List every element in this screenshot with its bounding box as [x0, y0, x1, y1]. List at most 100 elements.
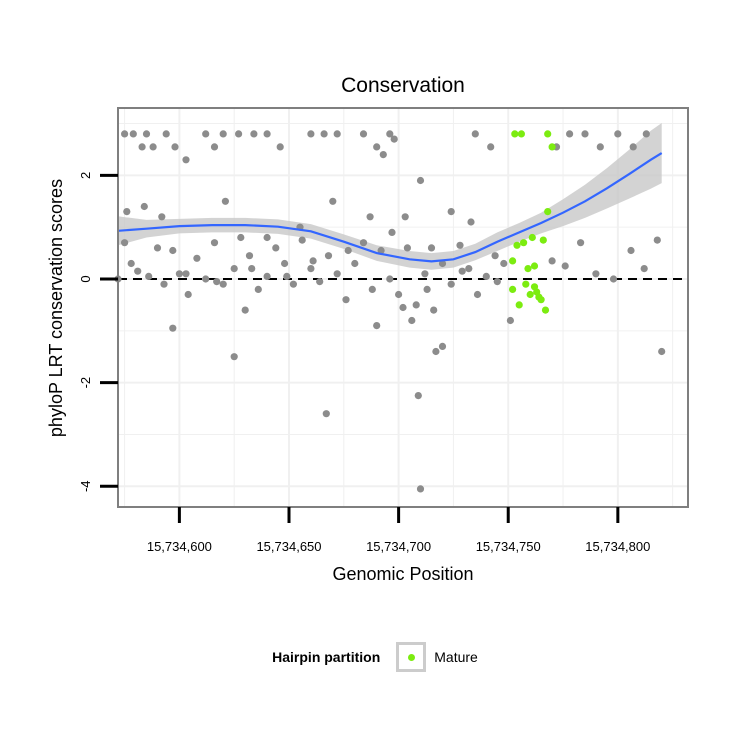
mature-point [533, 288, 541, 296]
legend-label: Mature [434, 649, 478, 665]
mature-point [530, 262, 539, 270]
other-point [596, 143, 604, 151]
other-point [438, 259, 447, 268]
other-point [592, 270, 600, 278]
other-point [629, 143, 637, 151]
other-point [487, 143, 495, 151]
other-point [465, 265, 473, 273]
other-point [272, 244, 280, 252]
other-point [506, 316, 514, 325]
other-point [447, 280, 455, 288]
x-axis-label: Genomic Position [332, 564, 473, 584]
other-point [175, 270, 183, 278]
other-point [140, 202, 148, 211]
other-point [329, 197, 337, 205]
confidence-ribbon [118, 123, 662, 270]
other-point [320, 130, 328, 138]
other-point [642, 130, 650, 138]
mature-point [528, 233, 536, 242]
other-point [158, 213, 166, 221]
other-point [153, 244, 162, 252]
legend: Hairpin partition Mature [0, 635, 750, 679]
mature-point [526, 290, 534, 299]
other-point [248, 265, 256, 273]
other-point [281, 259, 289, 268]
other-point [359, 130, 368, 138]
other-point [121, 239, 129, 247]
other-point [283, 272, 291, 280]
other-point [263, 130, 271, 138]
other-point [395, 290, 403, 299]
other-point [386, 275, 394, 283]
other-point [171, 143, 179, 151]
legend-item-mature: Mature [396, 642, 478, 672]
mature-point [522, 280, 530, 288]
other-point [548, 257, 556, 265]
other-point [254, 285, 262, 293]
y-tick-label: -4 [78, 480, 93, 492]
other-point [500, 259, 508, 268]
other-point [138, 143, 146, 151]
mature-point [517, 130, 526, 138]
other-point [458, 267, 466, 275]
other-point [423, 285, 431, 293]
other-point [316, 278, 324, 286]
other-point [412, 301, 420, 309]
y-axis-label: phyloP LRT conservation scores [46, 179, 66, 437]
mature-point [524, 265, 532, 273]
other-point [322, 410, 330, 418]
mature-point [541, 306, 550, 314]
other-point [421, 270, 429, 278]
smooth-line-layer [117, 152, 663, 263]
other-point [566, 130, 574, 138]
x-tick-label: 15,734,700 [366, 539, 431, 554]
other-point [627, 246, 635, 255]
other-point [193, 254, 201, 262]
other-point [427, 244, 436, 252]
other-point [379, 151, 387, 159]
mature-point [508, 257, 517, 265]
other-point [373, 143, 381, 151]
other-point [230, 353, 238, 361]
panel-border [117, 107, 689, 508]
other-point [202, 130, 210, 138]
other-point [250, 130, 258, 138]
other-point [289, 280, 297, 288]
other-point [182, 270, 190, 278]
other-point [333, 130, 341, 138]
mature-point [544, 208, 552, 216]
other-point [307, 130, 315, 138]
other-point [142, 130, 151, 138]
other-point [432, 347, 440, 356]
other-point [581, 130, 589, 138]
other-point [213, 278, 221, 286]
other-point [134, 267, 142, 275]
other-point [210, 143, 219, 151]
smooth-line [117, 152, 663, 263]
mature-point [513, 241, 521, 249]
other-point [219, 280, 227, 288]
other-point [237, 233, 245, 242]
other-point [416, 176, 425, 185]
y-tick-label: 0 [78, 275, 93, 282]
other-point [307, 265, 315, 273]
other-point [414, 392, 422, 400]
other-point [162, 130, 170, 138]
y-tick-label: 2 [78, 172, 93, 179]
other-point [145, 272, 153, 280]
other-point [263, 233, 271, 242]
other-point [473, 290, 482, 299]
other-point [614, 130, 622, 138]
other-point [309, 257, 317, 265]
legend-key [396, 642, 427, 672]
other-point [221, 197, 229, 205]
other-point [456, 241, 464, 249]
other-point [241, 306, 249, 314]
other-point [493, 278, 501, 286]
other-point [399, 303, 407, 312]
mature-point [515, 301, 523, 309]
other-point [403, 244, 411, 252]
x-tick-label: 15,734,800 [585, 539, 650, 554]
other-point [210, 239, 219, 247]
